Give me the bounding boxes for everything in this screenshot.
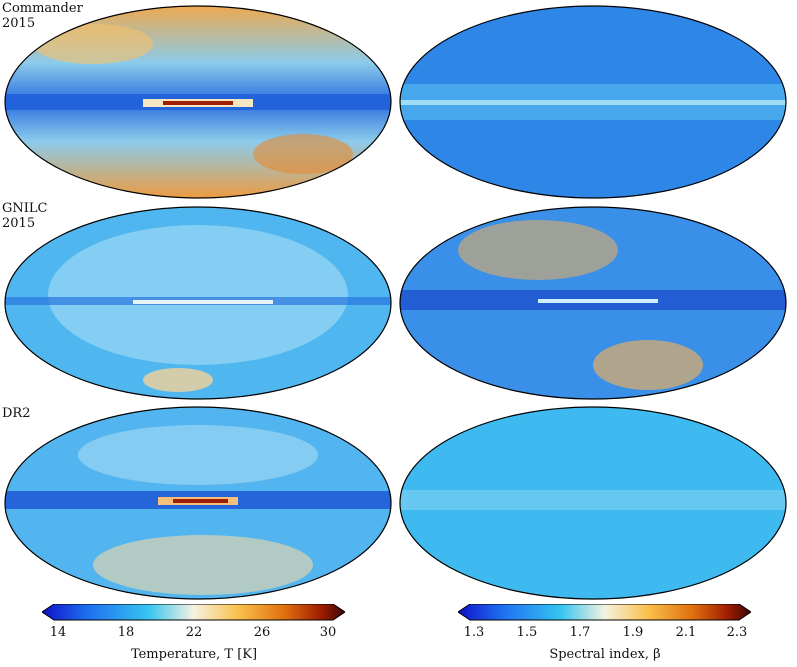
row-label-dr2: DR2 xyxy=(2,406,31,421)
map-commander-beta xyxy=(399,5,787,199)
beta-colorbar-title: Spectral index, β xyxy=(549,647,661,662)
map-commander-temperature xyxy=(4,5,392,199)
temperature-tick-26: 26 xyxy=(253,625,271,640)
beta-tick-1.7: 1.7 xyxy=(569,625,591,640)
map-dr2-beta xyxy=(399,406,787,600)
temperature-tick-22: 22 xyxy=(185,625,203,640)
beta-tick-1.5: 1.5 xyxy=(516,625,538,640)
row-label-commander: Commander 2015 xyxy=(2,1,83,31)
temperature-tick-30: 30 xyxy=(319,625,337,640)
temperature-colorbar-title: Temperature, T [K] xyxy=(130,647,258,662)
map-gnilc-beta xyxy=(399,206,787,400)
map-gnilc-temperature xyxy=(4,206,392,400)
beta-tick-1.3: 1.3 xyxy=(463,625,485,640)
row-label-gnilc: GNILC 2015 xyxy=(2,201,48,231)
beta-tick-2.1: 2.1 xyxy=(675,625,697,640)
temperature-tick-14: 14 xyxy=(49,625,67,640)
beta-tick-2.3: 2.3 xyxy=(726,625,748,640)
temperature-colorbar xyxy=(42,604,345,621)
beta-tick-1.9: 1.9 xyxy=(622,625,644,640)
map-dr2-temperature xyxy=(4,406,392,600)
temperature-tick-18: 18 xyxy=(117,625,135,640)
beta-colorbar xyxy=(458,604,751,621)
